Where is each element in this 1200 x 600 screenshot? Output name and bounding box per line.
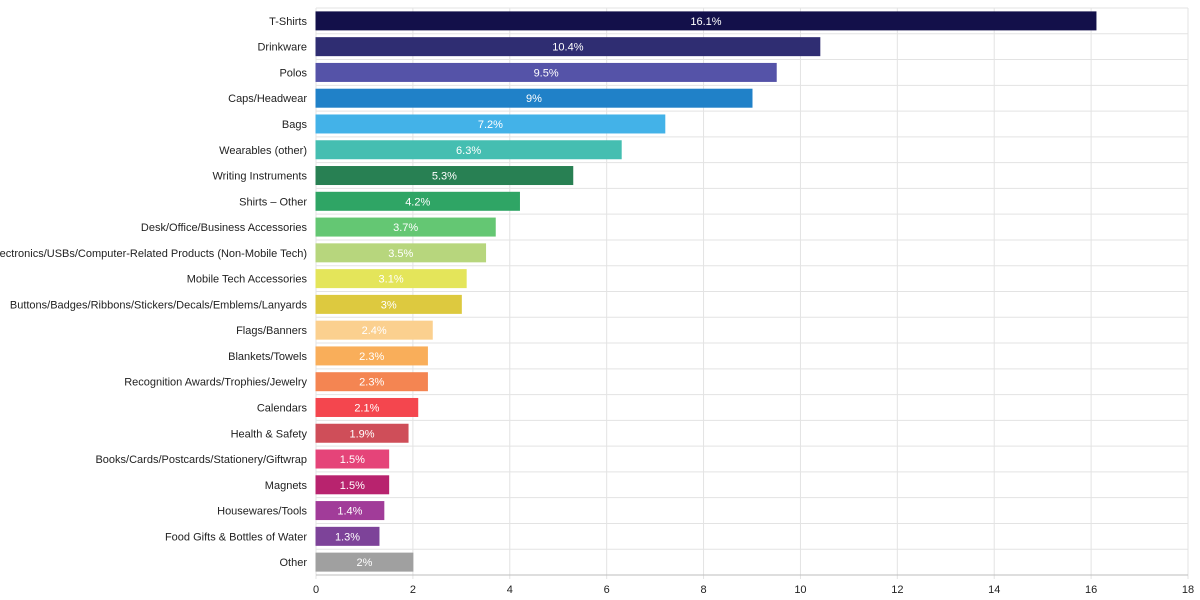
bar — [315, 37, 821, 57]
bar-value-label: 1.4% — [337, 506, 362, 518]
category-label: Flags/Banners — [236, 325, 307, 337]
category-label: T-Shirts — [269, 16, 307, 28]
bar — [315, 191, 520, 211]
bar — [315, 346, 428, 366]
x-tick-label: 8 — [700, 584, 706, 596]
bar — [315, 423, 409, 443]
bar-value-label: 1.5% — [340, 454, 365, 466]
category-label: Polos — [279, 67, 307, 79]
category-label: Caps/Headwear — [228, 93, 307, 105]
bar — [315, 166, 574, 186]
bar-value-label: 9.5% — [534, 67, 559, 79]
category-label: Books/Cards/Postcards/Stationery/Giftwra… — [95, 454, 307, 466]
category-label: Health & Safety — [231, 428, 308, 440]
category-label: Wearables (other) — [219, 145, 307, 157]
bar-value-label: 2.3% — [359, 377, 384, 389]
bars-layer: 16.1% 10.4% 9.5% 9% 7.2% 6.3% 5.3% 4.2% 3.7% 3.5%… — [315, 11, 1097, 572]
bar — [315, 294, 462, 314]
grid-layer — [315, 7, 1189, 579]
bar-value-label: 3.1% — [379, 274, 404, 286]
bar-value-label: 3.7% — [393, 222, 418, 234]
bar — [315, 269, 467, 289]
category-label: Calendars — [257, 402, 308, 414]
category-label: Mobile Tech Accessories — [187, 274, 308, 286]
category-label: Other — [279, 557, 307, 569]
bar — [315, 320, 433, 340]
bar-value-label: 7.2% — [478, 119, 503, 131]
category-label: Buttons/Badges/Ribbons/Stickers/Decals/E… — [10, 299, 308, 311]
bar-value-label: 1.9% — [349, 428, 374, 440]
bar-value-label: 3% — [381, 299, 397, 311]
x-tick-label: 6 — [604, 584, 610, 596]
category-label: Food Gifts & Bottles of Water — [165, 531, 307, 543]
bar — [315, 217, 496, 237]
bar-value-label: 9% — [526, 93, 542, 105]
bar — [315, 475, 390, 495]
bar — [315, 114, 666, 134]
x-tick-label: 0 — [313, 584, 319, 596]
category-label: Shirts – Other — [239, 196, 307, 208]
category-label: Magnets — [265, 480, 308, 492]
bar — [315, 526, 380, 546]
bar-value-label: 2.4% — [362, 325, 387, 337]
bar — [315, 140, 622, 160]
bar-value-label: 16.1% — [690, 16, 721, 28]
bar — [315, 62, 777, 82]
category-label: Desk/Office/Business Accessories — [141, 222, 308, 234]
x-tick-label: 12 — [891, 584, 903, 596]
x-axis: 0 2 4 6 8 10 12 14 16 18 — [313, 574, 1194, 596]
x-tick-label: 10 — [794, 584, 806, 596]
bar — [315, 243, 487, 263]
bar — [315, 372, 428, 392]
bar-value-label: 2% — [356, 557, 372, 569]
category-labels: T-Shirts Drinkware Polos Caps/Headwear Bags W… — [0, 16, 307, 569]
x-tick-label: 2 — [410, 584, 416, 596]
bar-value-label: 6.3% — [456, 145, 481, 157]
category-label: Recognition Awards/Trophies/Jewelry — [124, 377, 307, 389]
bar — [315, 397, 419, 417]
bar-value-label: 5.3% — [432, 171, 457, 183]
category-label: Drinkware — [257, 42, 307, 54]
bar-value-label: 4.2% — [405, 196, 430, 208]
x-tick-label: 16 — [1085, 584, 1097, 596]
bar-value-label: 2.1% — [354, 402, 379, 414]
bar-value-label: 2.3% — [359, 351, 384, 363]
bar — [315, 88, 753, 108]
category-label: Writing Instruments — [212, 171, 307, 183]
category-label: Bags — [282, 119, 308, 131]
bar-value-label: 1.3% — [335, 531, 360, 543]
bar — [315, 449, 390, 469]
bar — [315, 501, 385, 521]
x-tick-label: 4 — [507, 584, 513, 596]
x-tick-label: 14 — [988, 584, 1000, 596]
bar-value-label: 1.5% — [340, 480, 365, 492]
category-label: Housewares/Tools — [217, 506, 307, 518]
bar — [315, 552, 414, 572]
bar-value-label: 10.4% — [552, 42, 583, 54]
category-label: Electronics/USBs/Computer-Related Produc… — [0, 248, 307, 260]
bar-value-label: 3.5% — [388, 248, 413, 260]
category-label: Blankets/Towels — [228, 351, 307, 363]
bar — [315, 11, 1097, 31]
x-tick-label: 18 — [1182, 584, 1194, 596]
